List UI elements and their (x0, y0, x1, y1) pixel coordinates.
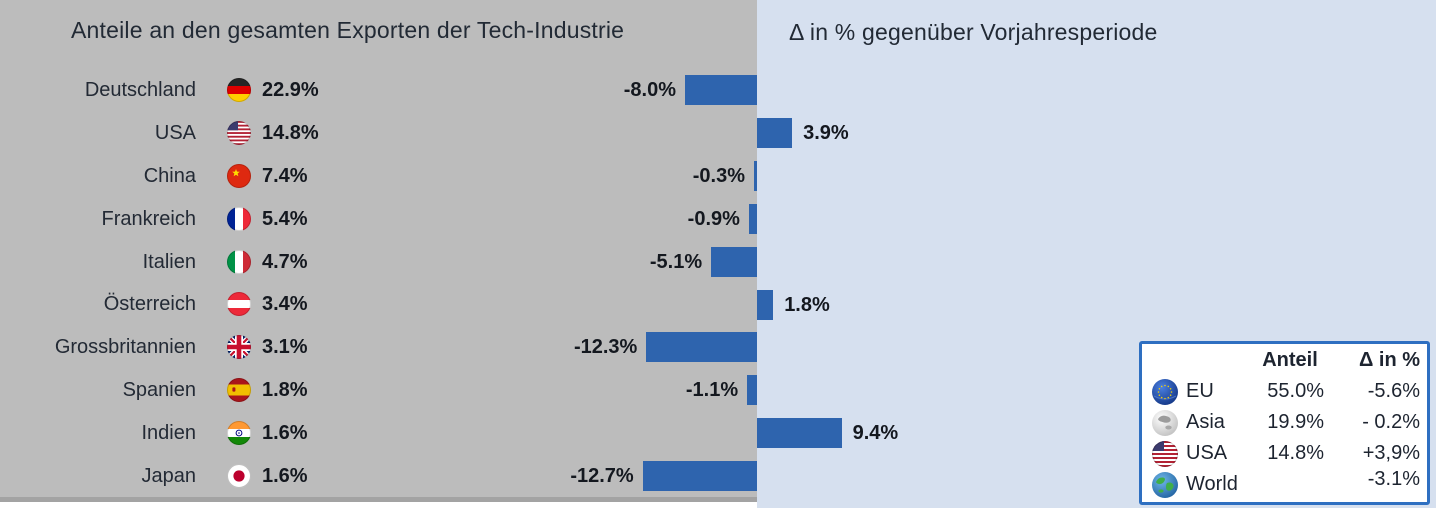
flag-germany-icon (227, 78, 251, 102)
delta-bar-usa (757, 117, 793, 148)
delta-bar-oesterreich (757, 289, 774, 320)
delta-bar-deutschland (685, 75, 757, 105)
flag-italy-icon (227, 250, 251, 274)
country-share: 14.8% (262, 121, 319, 144)
left-panel-title: Anteile an den gesamten Exporten der Tec… (71, 17, 625, 43)
country-row-grossbritannien: Grossbritannien 3.1% (0, 332, 308, 362)
country-share: 7.4% (262, 164, 308, 187)
delta-bar-grossbritannien (646, 332, 757, 363)
right-panel-title: Δ in % gegenüber Vorjahresperiode (789, 19, 1158, 45)
country-share: 4.7% (262, 250, 308, 273)
country-row-spanien: Spanien 1.8% (0, 375, 308, 405)
country-row-japan: Japan 1.6% (0, 461, 308, 491)
left-panel-background (0, 0, 757, 497)
legend-share-value: 19.9% (1267, 411, 1324, 433)
delta-bar-label: -0.3% (692, 164, 745, 187)
country-share: 1.6% (262, 464, 308, 487)
asia-globe-icon (1152, 409, 1178, 436)
world-globe-icon (1152, 471, 1178, 498)
country-name: China (143, 164, 196, 187)
delta-bar-label: -8.0% (623, 79, 676, 101)
country-name: Italien (142, 250, 196, 273)
legend-region-name: World (1186, 473, 1238, 495)
legend-region-name: Asia (1186, 411, 1225, 433)
legend-delta-value: -5.6% (1367, 380, 1420, 402)
delta-bar-label: 3.9% (803, 121, 849, 144)
delta-bar-label: -0.9% (687, 207, 740, 230)
country-row-china: China 7.4% (0, 161, 308, 191)
legend-header-share: Anteil (1262, 349, 1318, 371)
legend-delta-value: +3,9% (1362, 442, 1420, 464)
delta-bar-italien (711, 246, 757, 277)
delta-bar-label: -12.7% (570, 465, 634, 488)
delta-bar-frankreich (748, 203, 757, 234)
country-name: Österreich (103, 292, 196, 315)
delta-bar-label: -12.3% (573, 336, 638, 359)
country-share: 3.1% (262, 335, 308, 358)
flag-usa-icon (227, 121, 251, 145)
delta-bar-label: -1.1% (685, 379, 739, 402)
country-share: 22.9% (262, 78, 319, 101)
country-row-italien: Italien 4.7% (0, 247, 308, 277)
legend-delta-value: - 0.2% (1362, 411, 1420, 433)
legend-box: Anteil Δ in % EU 55.0% -5.6% (1139, 341, 1430, 505)
country-name: Spanien (122, 378, 196, 401)
country-name: Grossbritannien (54, 335, 196, 358)
delta-bar-indien (757, 418, 842, 449)
country-name: Japan (141, 464, 197, 487)
country-row-indien: Indien 1.6% (0, 418, 308, 448)
usa-flag-icon (1152, 440, 1178, 467)
legend-header-delta: Δ in % (1358, 349, 1420, 371)
country-name: Indien (141, 421, 197, 444)
country-row-deutschland: Deutschland 22.9% (0, 75, 319, 105)
country-name: Deutschland (84, 78, 196, 101)
legend-region-name: USA (1186, 442, 1228, 464)
legend-region-name: EU (1186, 380, 1214, 402)
legend-share-value: 55.0% (1267, 380, 1324, 402)
flag-china-icon (227, 164, 251, 188)
eu-globe-icon (1152, 378, 1178, 405)
left-panel-bottom-edge (0, 497, 757, 502)
flag-india-icon (227, 421, 251, 445)
country-row-frankreich: Frankreich 5.4% (0, 204, 308, 234)
delta-bar-spanien (747, 375, 757, 406)
country-share: 1.6% (262, 421, 308, 444)
legend-share-value: 14.8% (1267, 442, 1324, 464)
legend-delta-value: -3.1% (1367, 468, 1420, 490)
delta-bar-label: 9.4% (852, 422, 899, 445)
delta-bar-label: -5.1% (649, 250, 703, 273)
flag-france-icon (227, 207, 251, 231)
delta-bar-japan (642, 461, 757, 492)
country-share: 5.4% (262, 207, 308, 230)
flag-japan-icon (227, 464, 251, 488)
flag-spain-icon (227, 378, 251, 402)
country-share: 3.4% (262, 292, 308, 315)
flag-uk-icon (227, 335, 251, 359)
country-name: Frankreich (101, 207, 196, 230)
country-name: USA (154, 121, 196, 144)
country-row-oesterreich: Österreich 3.4% (0, 289, 308, 319)
delta-bar-label: 1.8% (784, 293, 830, 316)
country-row-usa: USA 14.8% (0, 118, 319, 148)
delta-bar-china (754, 160, 757, 191)
legend-table: Anteil Δ in % EU 55.0% -5.6% (1142, 344, 1427, 500)
country-share: 1.8% (262, 378, 308, 401)
flag-austria-icon (227, 292, 251, 316)
